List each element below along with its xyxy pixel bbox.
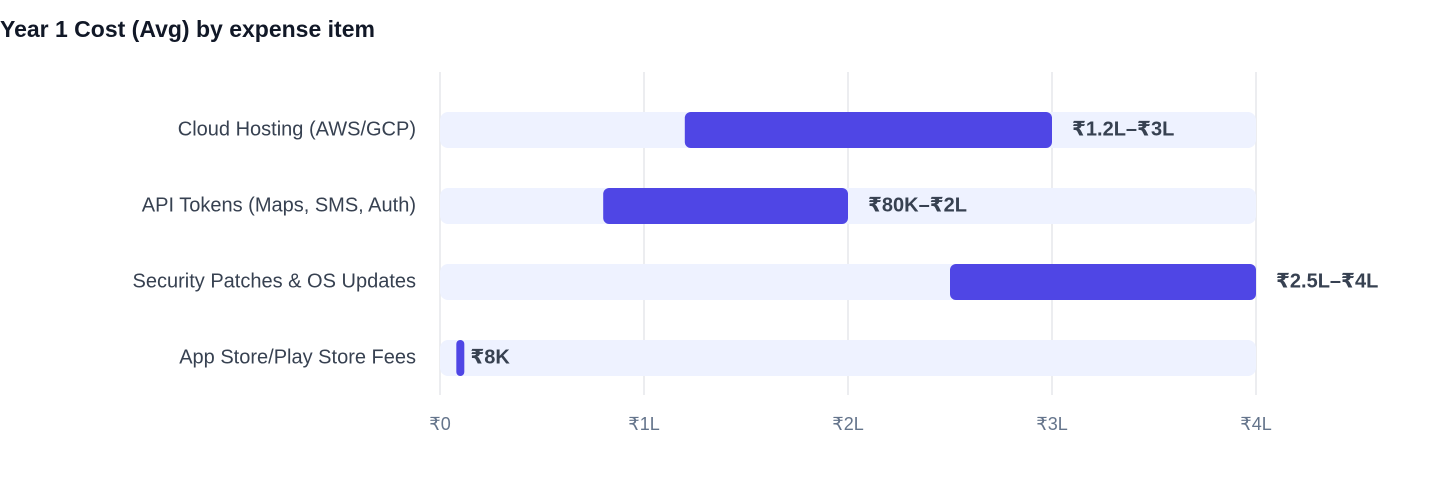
value-label: ₹80K–₹2L bbox=[868, 194, 967, 216]
track bbox=[440, 340, 1256, 376]
value-label: ₹1.2L–₹3L bbox=[1072, 118, 1174, 140]
x-tick-label: ₹1L bbox=[628, 414, 659, 434]
y-tick-label: Security Patches & OS Updates bbox=[133, 270, 416, 292]
y-tick-label: API Tokens (Maps, SMS, Auth) bbox=[142, 194, 416, 216]
bar bbox=[684, 112, 1052, 148]
value-label: ₹2.5L–₹4L bbox=[1276, 270, 1378, 292]
y-tick-label: Cloud Hosting (AWS/GCP) bbox=[178, 118, 416, 140]
x-tick-label: ₹2L bbox=[832, 414, 863, 434]
x-tick-label: ₹0 bbox=[429, 414, 450, 434]
bar bbox=[456, 340, 465, 376]
value-label: ₹8K bbox=[470, 346, 510, 368]
bar bbox=[950, 264, 1256, 300]
bar bbox=[603, 188, 848, 224]
y-tick-label: App Store/Play Store Fees bbox=[179, 346, 416, 368]
x-tick-label: ₹4L bbox=[1240, 414, 1271, 434]
chart-title: Year 1 Cost (Avg) by expense item bbox=[0, 16, 375, 42]
x-tick-label: ₹3L bbox=[1036, 414, 1067, 434]
